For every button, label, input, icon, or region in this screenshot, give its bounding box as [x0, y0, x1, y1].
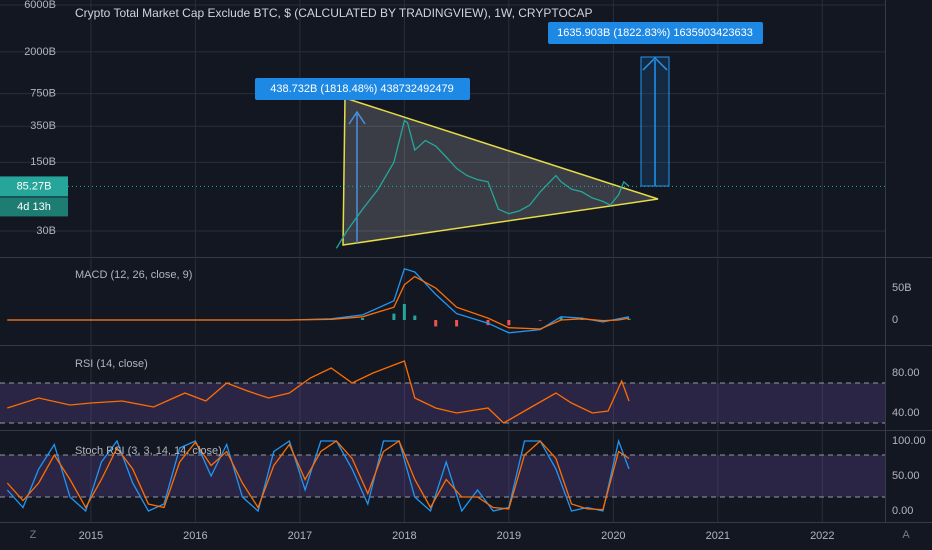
chart-title: Crypto Total Market Cap Exclude BTC, $ (…: [75, 6, 592, 20]
histogram-bar: [361, 318, 365, 321]
y-tick-label: 100.00: [892, 435, 926, 447]
x-tick-label: 2020: [601, 530, 625, 542]
y-tick-label: 30B: [36, 225, 56, 237]
callout-text: 438.732B (1818.48%) 438732492479: [270, 83, 454, 95]
y-tick-label: 80.00: [892, 367, 920, 379]
countdown-label: 4d 13h: [17, 201, 51, 213]
series-line: [335, 119, 630, 249]
x-tick-label: 2019: [497, 530, 521, 542]
histogram-bar: [580, 319, 584, 321]
histogram-bar: [507, 320, 511, 326]
pane-title: MACD (12, 26, close, 9): [75, 269, 192, 281]
level-band: [0, 383, 885, 423]
histogram-bar: [392, 313, 396, 321]
arrow-head: [642, 56, 668, 71]
series-line: [7, 360, 630, 424]
histogram-bar: [402, 304, 406, 321]
marks: [6, 119, 885, 513]
button[interactable]: Z: [30, 529, 37, 541]
last-price-box: [0, 176, 68, 197]
y-tick-label: 0: [892, 314, 898, 326]
x-tick-label: 2017: [288, 530, 312, 542]
histogram-bar: [627, 318, 631, 321]
x-tick-label: 2021: [706, 530, 730, 542]
y-tick-label: 40.00: [892, 407, 920, 419]
level-band: [0, 455, 885, 498]
last-price-label: 85.27B: [17, 180, 52, 192]
y-tick-label: 6000B: [24, 0, 56, 11]
y-tick-label: 0.00: [892, 505, 913, 517]
histogram-bar: [455, 320, 459, 327]
y-tick-label: 2000B: [24, 46, 56, 58]
histogram-bar: [559, 316, 563, 321]
y-tick-label: 50.00: [892, 470, 920, 482]
x-tick-label: 2016: [183, 530, 207, 542]
callout-box: [548, 22, 763, 44]
triangle-drawing: [342, 96, 659, 246]
countdown-box: [0, 197, 68, 217]
button[interactable]: A: [902, 529, 910, 541]
histogram-bar: [434, 320, 438, 327]
series-line: [7, 275, 630, 330]
histogram-bar: [538, 320, 542, 321]
callout-box: [255, 78, 470, 100]
pane-title: RSI (14, close): [75, 358, 148, 370]
y-tick-label: 150B: [30, 156, 56, 168]
histogram-bar: [413, 315, 417, 321]
x-tick-label: 2018: [392, 530, 416, 542]
pane-title: Stoch RSI (3, 3, 14, 14, close): [75, 445, 222, 457]
series-line: [6, 438, 630, 513]
y-tick-label: 50B: [892, 282, 912, 294]
x-tick-label: 2022: [810, 530, 834, 542]
arrow-head: [348, 110, 366, 125]
callout-text: 1635.903B (1822.83%) 1635903423633: [557, 27, 753, 39]
y-tick-label: 750B: [30, 88, 56, 100]
series-line: [6, 440, 630, 511]
y-tick-label: 350B: [30, 120, 56, 132]
x-tick-label: 2015: [79, 530, 103, 542]
